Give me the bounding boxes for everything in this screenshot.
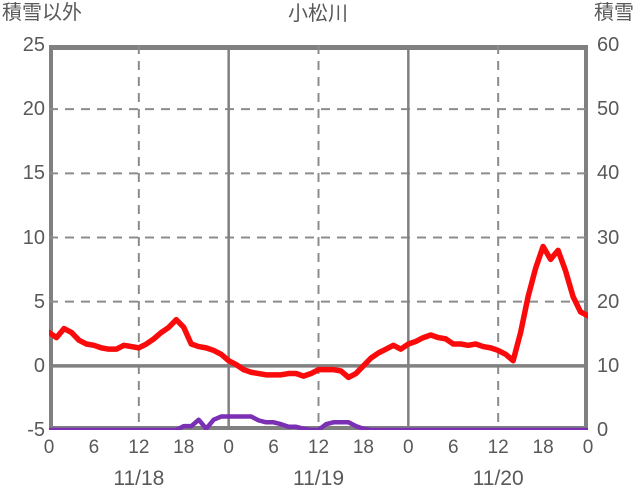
data-series: [49, 243, 588, 430]
x-tick-label: 12: [307, 437, 330, 458]
x-tick-label: 6: [88, 437, 100, 458]
chart-title: 小松川: [288, 3, 348, 25]
x-tick-label: 18: [173, 437, 195, 458]
right-tick-label: 60: [597, 34, 620, 56]
left-tick-label: 15: [22, 162, 45, 185]
x-date-label: 11/18: [113, 467, 165, 490]
left-tick-label: -5: [27, 419, 45, 441]
right-tick-label: 10: [597, 354, 620, 377]
x-date-label: 11/19: [293, 467, 344, 490]
left-tick-label: 10: [22, 226, 45, 249]
left-tick-label: 5: [33, 290, 45, 313]
right-axis-title: 積雪: [594, 2, 634, 24]
right-tick-label: 20: [597, 290, 620, 313]
x-tick-label: 18: [352, 437, 374, 458]
left-axis-title: 積雪以外: [2, 2, 82, 24]
left-tick-label: 25: [22, 34, 45, 56]
series-line-precipitation: [49, 243, 588, 381]
left-tick-label: 20: [22, 98, 45, 121]
x-tick-label: 12: [487, 437, 509, 458]
x-tick-label: 0: [403, 437, 414, 458]
x-tick-label: 0: [43, 437, 55, 458]
right-tick-label: 30: [597, 226, 620, 249]
plot-canvas: [49, 45, 588, 430]
x-tick-label: 18: [532, 437, 554, 458]
x-date-label: 11/20: [472, 467, 524, 490]
right-tick-label: 0: [597, 419, 609, 441]
left-tick-label: 0: [33, 354, 45, 377]
x-tick-label: 12: [128, 437, 150, 458]
right-tick-label: 40: [597, 162, 620, 185]
x-tick-label: 0: [223, 437, 234, 458]
x-tick-label: 6: [268, 437, 279, 458]
x-tick-label: 6: [447, 437, 459, 458]
x-tick-label: 0: [582, 437, 594, 458]
right-tick-label: 50: [597, 98, 620, 121]
